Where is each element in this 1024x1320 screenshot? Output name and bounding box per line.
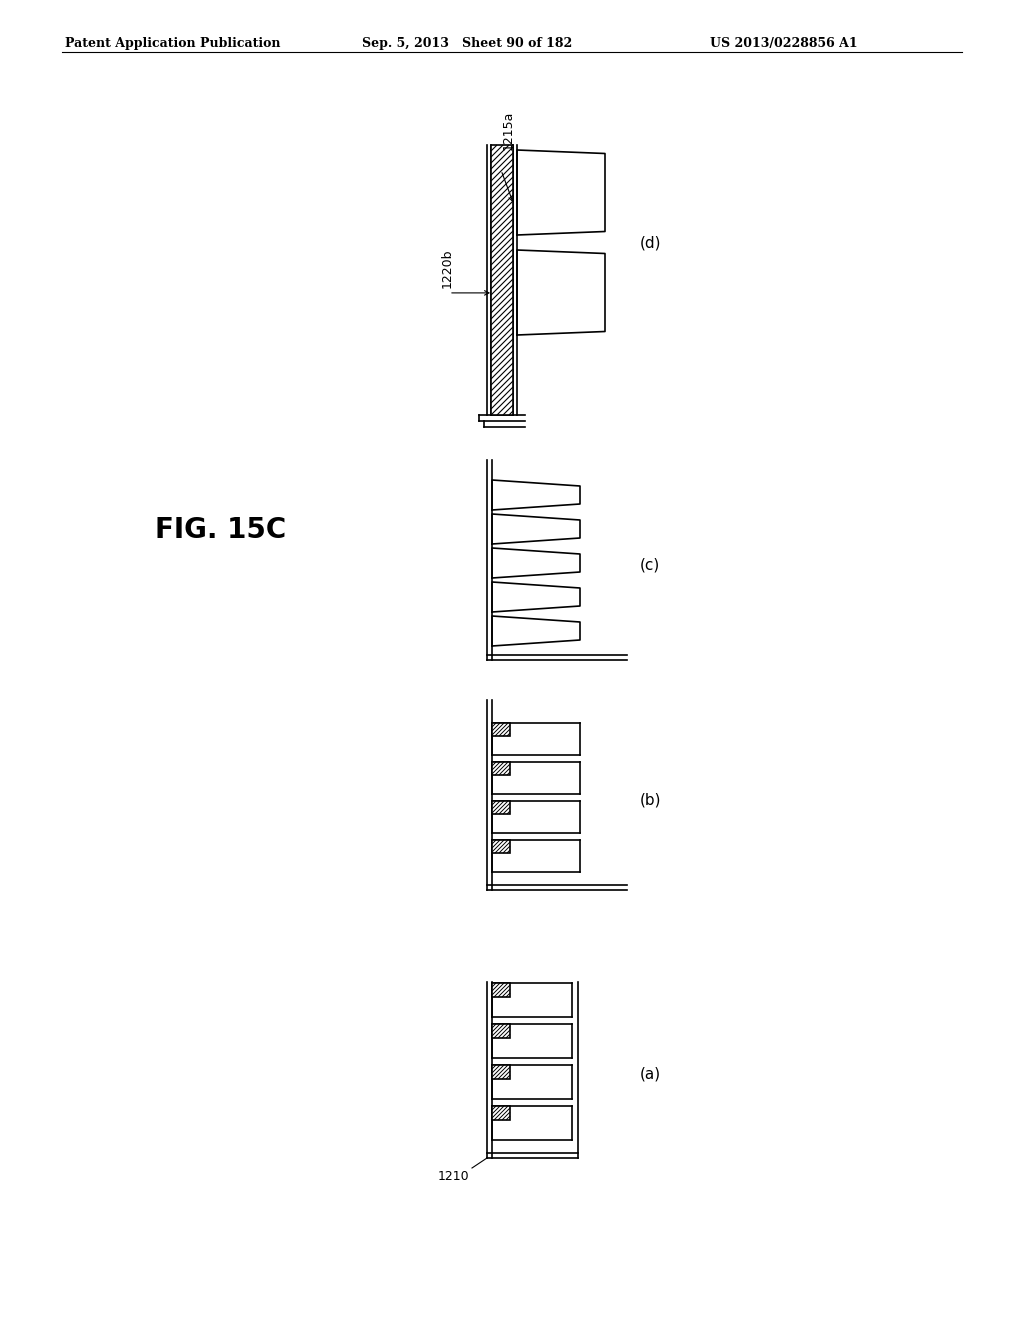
Text: Sep. 5, 2013   Sheet 90 of 182: Sep. 5, 2013 Sheet 90 of 182 (362, 37, 572, 50)
Bar (492, 1024, 510, 1038)
Bar (492, 1065, 510, 1078)
Bar (492, 762, 510, 775)
Bar (492, 840, 510, 853)
Text: (d): (d) (640, 235, 662, 249)
Text: Patent Application Publication: Patent Application Publication (65, 37, 281, 50)
Bar (492, 723, 510, 737)
Bar (492, 1106, 510, 1119)
Text: 1215a: 1215a (502, 111, 514, 150)
Text: (c): (c) (640, 557, 660, 573)
Text: US 2013/0228856 A1: US 2013/0228856 A1 (710, 37, 858, 50)
Bar (490, 145, 513, 414)
Text: (b): (b) (640, 792, 662, 808)
Bar (492, 983, 510, 997)
Text: FIG. 15C: FIG. 15C (155, 516, 287, 544)
Text: 1220b: 1220b (440, 248, 454, 288)
Text: 1210: 1210 (437, 1170, 469, 1183)
Text: (a): (a) (640, 1067, 662, 1081)
Bar (492, 801, 510, 814)
